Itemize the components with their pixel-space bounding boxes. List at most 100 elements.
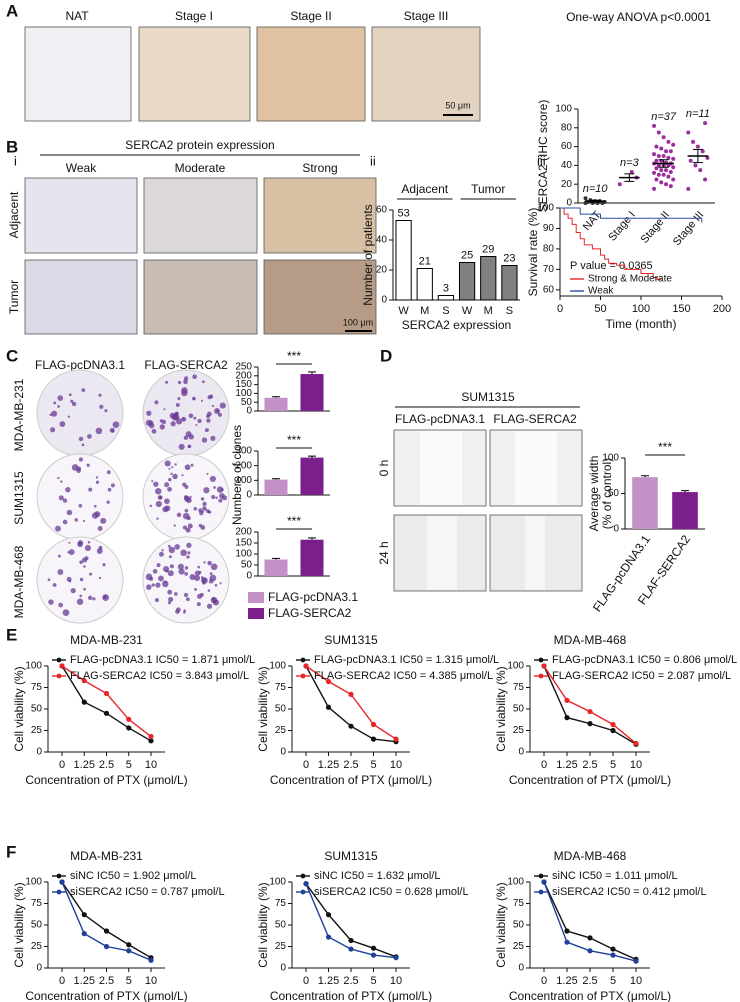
colony <box>186 497 192 504</box>
data-point <box>610 721 616 728</box>
row-label: MDA-MB-468 <box>12 545 26 618</box>
colony <box>146 584 152 590</box>
colony <box>163 408 166 411</box>
x-tick-label: S <box>506 305 513 317</box>
colony <box>70 399 74 403</box>
y-tick-label: 150 <box>235 379 252 390</box>
y-tick-label: 50 <box>608 488 620 499</box>
colony <box>183 611 186 614</box>
row-label: MDA-MB-231 <box>12 378 26 451</box>
y-tick-label: 50 <box>31 704 43 715</box>
colony <box>107 487 112 492</box>
data-point <box>661 154 666 158</box>
colony <box>204 428 209 433</box>
colony <box>211 494 216 500</box>
data-point <box>583 196 588 201</box>
colony <box>213 486 216 489</box>
data-point <box>370 721 377 728</box>
y-tick-label: 0 <box>566 198 572 209</box>
y-tick-label: 70 <box>543 264 555 275</box>
chart-title: MDA-MB-231 <box>70 633 143 647</box>
colony <box>151 480 154 483</box>
colony <box>164 460 171 467</box>
data-point <box>126 725 132 731</box>
colony <box>186 542 192 548</box>
bar <box>672 492 698 529</box>
x-tick-label: 0 <box>303 975 309 987</box>
colony <box>87 595 93 600</box>
chart-title: One-way ANOVA p<0.0001 <box>566 10 711 24</box>
legend-label: FLAG-SERCA2 <box>268 606 352 620</box>
x-tick-label: 100 <box>632 303 650 315</box>
colony <box>207 589 211 592</box>
colony <box>206 472 209 475</box>
colony <box>190 463 194 467</box>
colony <box>68 541 71 544</box>
x-tick-label: 2.5 <box>99 975 114 987</box>
colony <box>197 565 201 569</box>
colony <box>170 421 176 427</box>
colony <box>202 501 207 507</box>
x-tick-label: 5 <box>610 759 616 771</box>
colony <box>83 519 86 523</box>
data-point <box>703 177 708 182</box>
colony <box>178 443 185 450</box>
data-point <box>693 163 698 168</box>
y-tick-label: 50 <box>241 560 253 571</box>
colony <box>195 423 198 426</box>
data-point <box>370 952 377 958</box>
colony <box>168 546 176 554</box>
colony <box>78 503 83 508</box>
colony <box>203 487 210 494</box>
group-label: Adjacent <box>401 182 448 196</box>
x-tick-label: 1.25 <box>556 759 577 771</box>
data-point <box>59 663 65 669</box>
n-label: n=3 <box>620 157 640 169</box>
bar <box>264 479 288 495</box>
series-line <box>560 207 662 281</box>
colony <box>207 560 212 566</box>
colony <box>209 572 213 576</box>
row-label: 0 h <box>377 460 391 477</box>
data-point <box>659 146 664 151</box>
x-tick-label: 2.5 <box>343 759 358 771</box>
colony <box>74 518 78 522</box>
data-point <box>103 710 110 716</box>
colony <box>111 429 115 433</box>
data-point <box>303 881 309 887</box>
data-point <box>686 130 691 135</box>
colony <box>84 544 92 552</box>
header: SUM1315 <box>461 390 515 404</box>
x-axis-label: Concentration of PTX (μmol/L) <box>25 773 187 787</box>
legend-label: FLAG-pcDNA3.1 IC50 = 1.315 μmol/L <box>314 654 499 666</box>
y-tick-label: 25 <box>513 941 525 952</box>
colony <box>67 415 70 418</box>
colony <box>161 419 167 425</box>
data-point <box>652 152 657 157</box>
group-label: Tumor <box>471 182 505 196</box>
x-tick-label: M <box>484 305 493 317</box>
chart-title: MDA-MB-468 <box>554 633 627 647</box>
colony <box>184 572 188 576</box>
colony <box>214 583 218 587</box>
legend-label: siNC IC50 = 1.011 μmol/L <box>552 870 678 882</box>
colony <box>66 509 73 516</box>
data-point <box>700 149 705 154</box>
colony <box>55 525 61 532</box>
data-point <box>81 699 87 705</box>
colony <box>96 548 103 554</box>
colony <box>77 540 84 546</box>
bar <box>300 374 324 411</box>
value-label: 53 <box>397 207 409 219</box>
colony <box>219 402 226 409</box>
y-tick-label: 50 <box>513 704 525 715</box>
data-point <box>325 934 332 940</box>
row-label: Adjacent <box>7 191 21 238</box>
y-tick-label: 0 <box>280 747 286 758</box>
y-tick-label: 25 <box>513 725 525 736</box>
colony <box>162 580 169 588</box>
x-axis-label: Time (month) <box>606 317 677 331</box>
colony <box>200 576 204 579</box>
colony <box>167 601 171 605</box>
data-point <box>654 177 659 182</box>
